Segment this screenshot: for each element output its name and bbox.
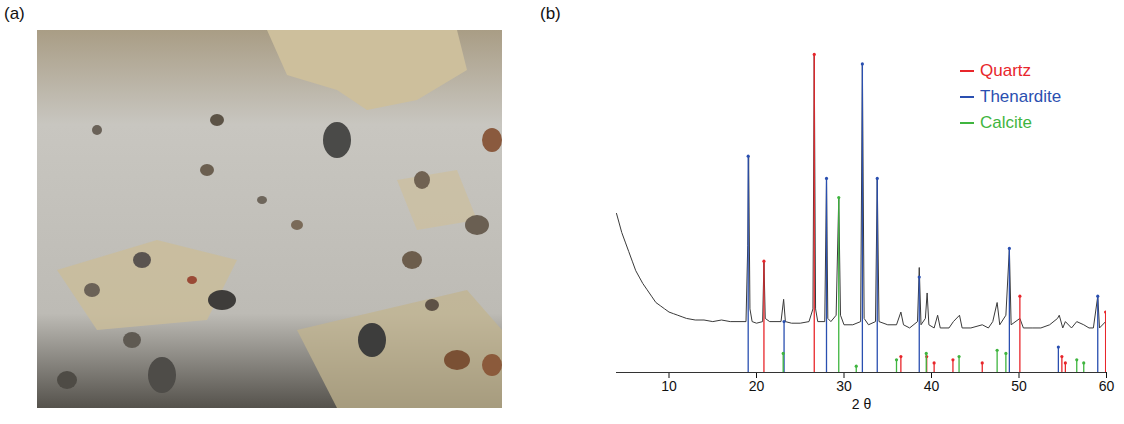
html-text:Quartz: Quartz [980, 61, 1031, 80]
svg-text:40: 40 [924, 378, 940, 394]
svg-text:10: 10 [661, 378, 677, 394]
svg-text:2 θ: 2 θ [852, 396, 872, 412]
svg-text:50: 50 [1011, 378, 1027, 394]
svg-text:30: 30 [836, 378, 852, 394]
html-text:Calcite: Calcite [980, 113, 1032, 132]
html-text:Thenardite: Thenardite [980, 87, 1062, 106]
html-text:(b): (b) [540, 4, 561, 23]
html-text:(a): (a) [4, 4, 25, 23]
svg-text:60: 60 [1099, 378, 1115, 394]
svg-text:20: 20 [749, 378, 765, 394]
